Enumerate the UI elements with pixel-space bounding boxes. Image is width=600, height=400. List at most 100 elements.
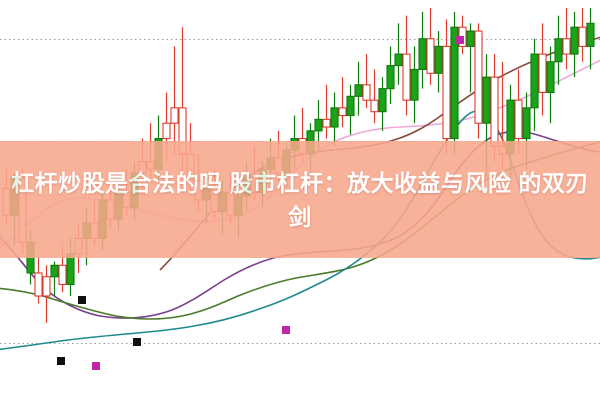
candle xyxy=(578,8,587,62)
candle-body xyxy=(322,118,331,128)
candle-body xyxy=(2,187,11,216)
candle xyxy=(514,69,523,154)
candle-body xyxy=(418,38,427,70)
candle-body xyxy=(194,180,203,201)
candle-body xyxy=(354,84,363,97)
signal-marker-0 xyxy=(92,362,100,370)
candle xyxy=(354,61,363,116)
candle xyxy=(442,19,451,154)
signal-marker-2 xyxy=(133,338,141,346)
candle-body xyxy=(106,199,115,220)
candle xyxy=(450,11,459,154)
candle xyxy=(18,169,27,254)
candle-body xyxy=(386,65,395,90)
candle-body xyxy=(506,99,515,155)
candle-body xyxy=(426,38,435,74)
candle-body xyxy=(306,130,315,155)
candle xyxy=(402,15,411,116)
candle xyxy=(530,38,539,131)
candle xyxy=(538,23,547,116)
candle-body xyxy=(274,157,283,174)
candle-body xyxy=(490,76,499,147)
candle-body xyxy=(410,68,419,101)
candle-body xyxy=(330,107,339,128)
signal-marker-5 xyxy=(57,357,65,365)
candle xyxy=(426,8,435,85)
candle-body xyxy=(66,253,75,286)
candle-body xyxy=(26,241,35,274)
signal-marker-4 xyxy=(456,36,464,44)
candle-body xyxy=(514,99,523,140)
candle-body xyxy=(402,53,411,101)
candle-body xyxy=(578,26,587,47)
candle xyxy=(322,84,331,139)
candle xyxy=(386,46,395,104)
candle xyxy=(378,77,387,131)
candle-body xyxy=(298,138,307,155)
candle-body xyxy=(218,191,227,213)
candle-body xyxy=(18,176,27,243)
candle xyxy=(34,257,43,304)
candle xyxy=(362,54,371,108)
candle-body xyxy=(570,26,579,55)
candle xyxy=(170,46,179,154)
candle-body xyxy=(346,95,355,117)
candle-body xyxy=(266,157,275,170)
candle-body xyxy=(122,191,131,209)
candle xyxy=(562,8,571,70)
candle-body xyxy=(338,107,347,117)
candle xyxy=(410,46,419,124)
candle-body xyxy=(138,161,147,174)
candle xyxy=(338,77,347,128)
candle-body xyxy=(170,107,179,124)
candle-body xyxy=(10,176,19,216)
signal-markers xyxy=(57,36,464,370)
candle-body xyxy=(362,84,371,101)
candle-body xyxy=(498,145,507,155)
candle xyxy=(42,265,51,323)
candle-body xyxy=(258,168,267,193)
candle-body xyxy=(74,237,83,255)
candle-body xyxy=(370,99,379,113)
candle-body xyxy=(546,61,555,94)
candle-body xyxy=(554,38,563,63)
candle-body xyxy=(130,172,139,209)
candle-body xyxy=(210,187,219,213)
candle-body xyxy=(242,176,251,197)
candle-body xyxy=(394,53,403,67)
candle-body xyxy=(178,107,187,155)
candle-body xyxy=(146,161,155,170)
candle-body xyxy=(50,264,59,278)
candle-body xyxy=(58,264,67,286)
candle-body xyxy=(90,222,99,239)
candle xyxy=(466,23,475,93)
candle-body xyxy=(250,176,259,193)
candle xyxy=(474,23,483,139)
signal-marker-1 xyxy=(78,296,86,304)
candle-body xyxy=(434,45,443,74)
candle-body xyxy=(562,38,571,55)
candle xyxy=(546,46,555,124)
candle-body xyxy=(474,30,483,124)
candle-body xyxy=(538,53,547,94)
candle xyxy=(346,84,355,135)
candle-body xyxy=(42,276,51,297)
candle xyxy=(570,11,579,78)
candle-body xyxy=(466,30,475,47)
candle-body xyxy=(442,45,451,140)
candle-body xyxy=(234,195,243,216)
candle-body xyxy=(378,88,387,113)
candle-body xyxy=(186,153,195,182)
candle-body xyxy=(34,272,43,297)
candle-body xyxy=(530,53,539,109)
candle xyxy=(330,92,339,147)
candle xyxy=(418,11,427,89)
candle-body xyxy=(226,191,235,216)
candle-body xyxy=(586,22,595,47)
candle-body xyxy=(154,138,163,170)
candle-body xyxy=(82,222,91,239)
candle-body xyxy=(114,191,123,220)
